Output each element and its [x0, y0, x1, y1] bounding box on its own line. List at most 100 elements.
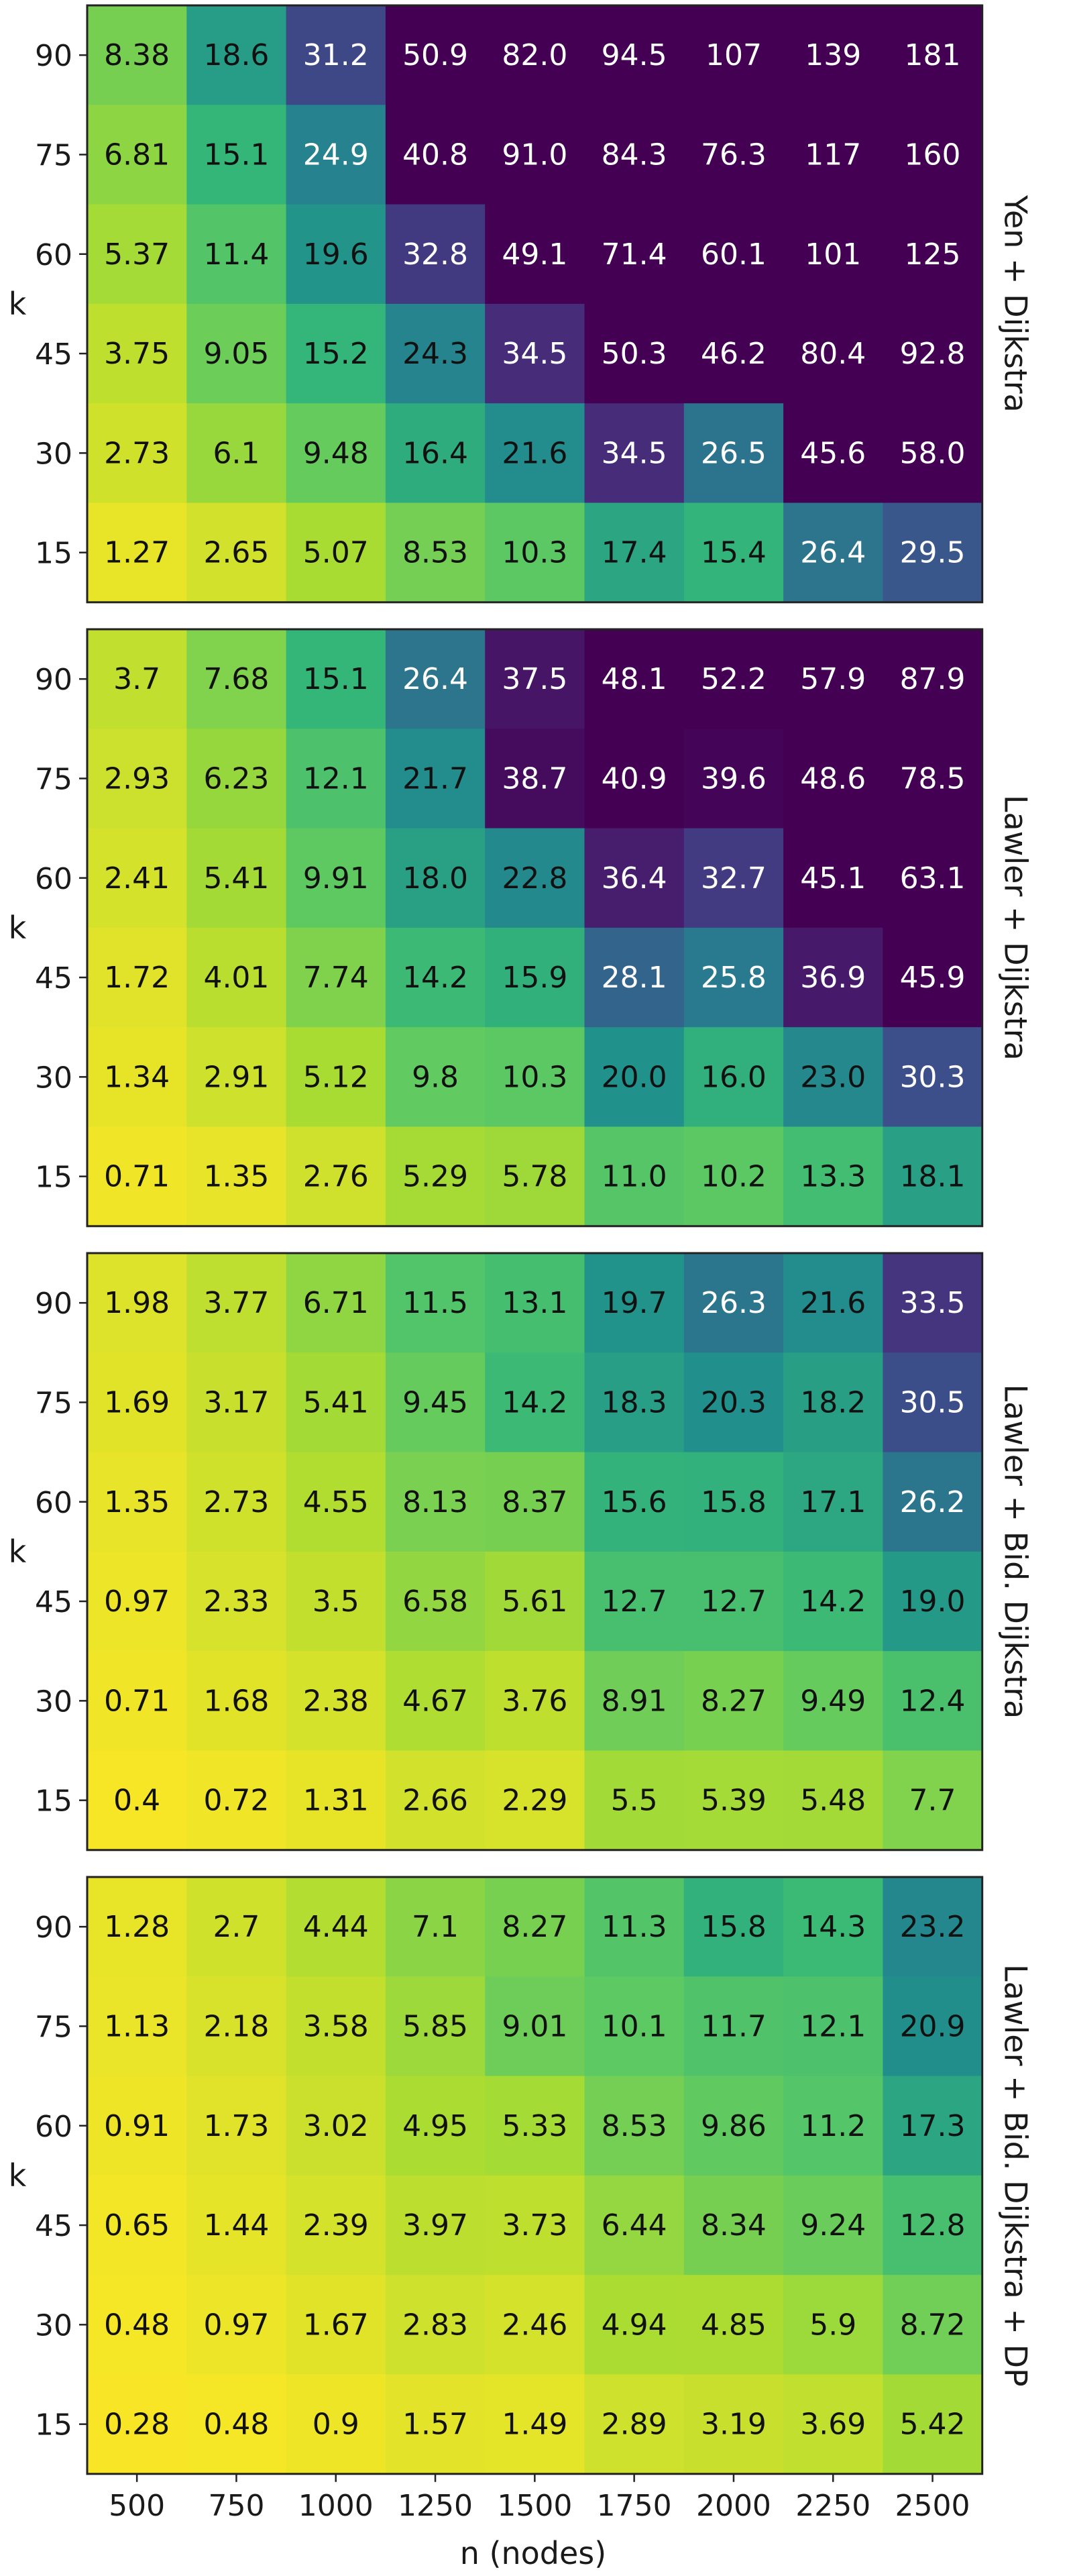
- cell-value-label: 6.23: [203, 761, 269, 796]
- cell-value-label: 23.0: [800, 1060, 866, 1094]
- heatmap-cell: [783, 1551, 883, 1652]
- cell-value-label: 18.0: [402, 861, 468, 896]
- heatmap-cell: [883, 1452, 983, 1552]
- cell-value-label: 2.73: [104, 436, 170, 470]
- cell-value-label: 15.9: [502, 961, 567, 995]
- heatmap-cell: [87, 2076, 187, 2176]
- heatmap-cell: [883, 5, 983, 105]
- heatmap-cell: [87, 2275, 187, 2375]
- cell-value-label: 4.85: [701, 2308, 767, 2342]
- x-tick-label: 750: [208, 2489, 264, 2523]
- cell-value-label: 12.1: [303, 761, 369, 796]
- y-tick-label: 90: [35, 1287, 72, 1321]
- cell-value-label: 1.35: [104, 1485, 170, 1519]
- heatmap-cell: [485, 1027, 585, 1128]
- heatmap-cell: [485, 1551, 585, 1652]
- y-tick-label: 15: [35, 537, 72, 571]
- heatmap-panel: 3.7 7.68 15.1 26.4 37.5 48.1 52.2 57.9 87.9 2.93 6…: [9, 628, 1034, 1228]
- heatmap-cell: [584, 403, 685, 504]
- heatmap-cell: [683, 1253, 784, 1353]
- cell-value-label: 10.3: [502, 1060, 567, 1094]
- heatmap-cell: [286, 1126, 386, 1227]
- heatmap-cell: [683, 204, 784, 305]
- heatmap-cell: [286, 105, 386, 205]
- cell-value-label: 91.0: [502, 138, 567, 172]
- heatmap-cell: [683, 629, 784, 729]
- cell-value-label: 23.2: [900, 1910, 966, 1944]
- heatmap-cell: [87, 1651, 187, 1752]
- cell-value-label: 12.1: [800, 2009, 866, 2043]
- heatmap-cell: [683, 2175, 784, 2275]
- heatmap-cell: [683, 403, 784, 504]
- heatmap-cell: [783, 927, 883, 1028]
- cell-value-label: 6.58: [402, 1585, 468, 1619]
- cell-value-label: 40.8: [402, 138, 468, 172]
- heatmap-cell: [87, 729, 187, 829]
- heatmap-cell: [286, 629, 386, 729]
- cell-value-label: 34.5: [502, 337, 567, 371]
- y-tick-label: 75: [35, 2010, 72, 2044]
- heatmap-cell: [485, 1253, 585, 1353]
- heatmap-cell: [883, 2175, 983, 2275]
- cell-value-label: 29.5: [900, 536, 966, 570]
- heatmap-cell: [186, 927, 287, 1028]
- cell-value-label: 13.1: [502, 1286, 567, 1320]
- heatmap-cell: [87, 1976, 187, 2077]
- y-tick-label: 60: [35, 238, 72, 272]
- heatmap-cell: [683, 2076, 784, 2176]
- heatmap-cell: [584, 828, 685, 928]
- cell-value-label: 80.4: [800, 337, 866, 371]
- heatmap-cell: [286, 2374, 386, 2475]
- cell-value-label: 21.7: [402, 761, 468, 796]
- cell-value-label: 28.1: [602, 961, 667, 995]
- cell-value-label: 58.0: [900, 436, 966, 470]
- cell-value-label: 8.34: [701, 2208, 767, 2243]
- heatmap-cell: [87, 105, 187, 205]
- cell-value-label: 11.2: [800, 2109, 866, 2143]
- heatmap-cell: [87, 1750, 187, 1851]
- cell-value-label: 46.2: [701, 337, 767, 371]
- heatmap-cell: [683, 828, 784, 928]
- cell-value-label: 11.5: [402, 1286, 468, 1320]
- heatmap-cell: [883, 629, 983, 729]
- cell-value-label: 26.3: [701, 1286, 767, 1320]
- heatmap-cell: [87, 5, 187, 105]
- heatmap-cell: [186, 729, 287, 829]
- y-tick-label: 90: [35, 663, 72, 697]
- cell-value-label: 3.19: [701, 2408, 767, 2442]
- heatmap-cell: [683, 729, 784, 829]
- heatmap-cell: [286, 1551, 386, 1652]
- heatmap-cell: [783, 1877, 883, 1977]
- cell-value-label: 107: [705, 38, 762, 72]
- heatmap-cell: [87, 828, 187, 928]
- cell-value-label: 101: [805, 237, 861, 272]
- heatmap-cell: [584, 2275, 685, 2375]
- cell-value-label: 1.13: [104, 2009, 170, 2043]
- cell-value-label: 117: [805, 138, 861, 172]
- heatmap-cell: [584, 2374, 685, 2475]
- heatmap-cell: [584, 1126, 685, 1227]
- heatmap-cell: [584, 1027, 685, 1128]
- heatmap-cell: [485, 2275, 585, 2375]
- cell-value-label: 3.76: [502, 1684, 567, 1718]
- heatmap-cell: [485, 204, 585, 305]
- cell-value-label: 3.73: [502, 2208, 567, 2243]
- heatmap-cell: [683, 502, 784, 603]
- cell-value-label: 32.8: [402, 237, 468, 272]
- heatmap-cell: [883, 1651, 983, 1752]
- y-tick-label: 15: [35, 1784, 72, 1819]
- cell-value-label: 11.7: [701, 2009, 767, 2043]
- cell-value-label: 76.3: [701, 138, 767, 172]
- heatmap-cell: [485, 1352, 585, 1453]
- x-tick-label: 2500: [895, 2489, 970, 2523]
- heatmap-cell: [783, 5, 883, 105]
- cell-value-label: 8.13: [402, 1485, 468, 1519]
- cell-value-label: 2.18: [203, 2009, 269, 2043]
- heatmap-cell: [87, 303, 187, 404]
- cell-value-label: 17.1: [800, 1485, 866, 1519]
- cell-value-label: 10.1: [602, 2009, 667, 2043]
- heatmap-cell: [485, 2374, 585, 2475]
- cell-value-label: 57.9: [800, 662, 866, 696]
- cell-value-label: 8.27: [502, 1910, 567, 1944]
- heatmap-cell: [87, 2175, 187, 2275]
